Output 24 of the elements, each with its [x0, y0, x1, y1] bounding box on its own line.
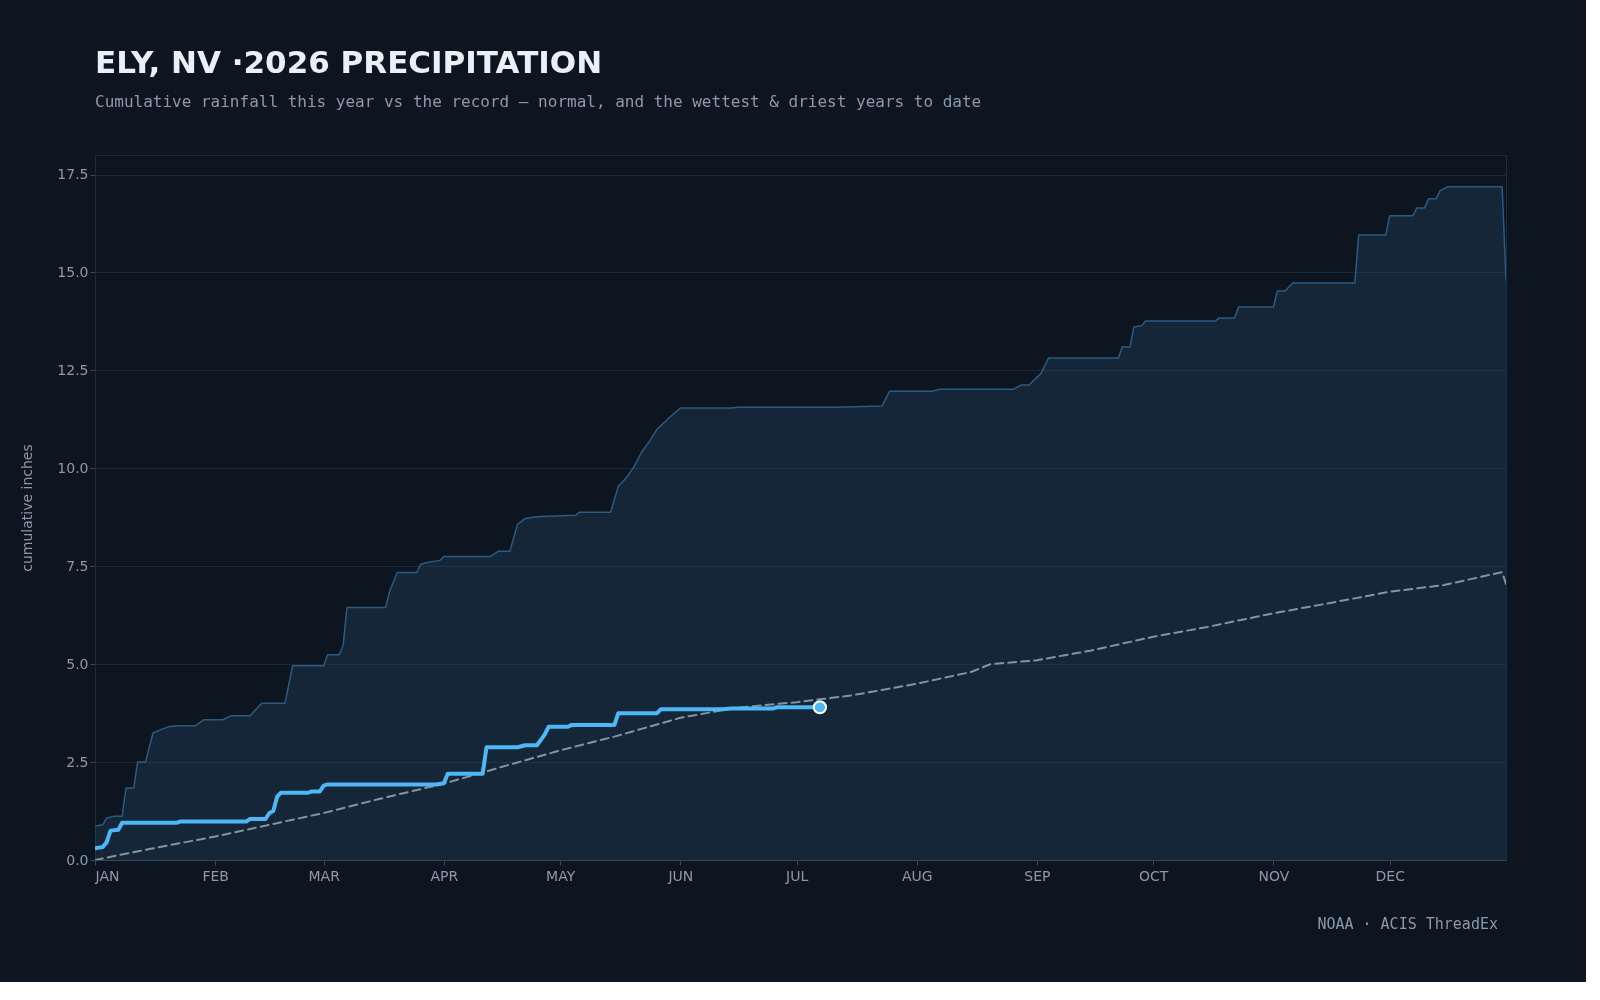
- x-tick-label: JAN: [94, 867, 120, 884]
- x-tick-label: JUL: [785, 867, 809, 884]
- x-tick-label: MAY: [546, 867, 576, 884]
- chart-subtitle: Cumulative rainfall this year vs the record — normal, and the wettest & driest years to date: [95, 92, 982, 111]
- x-tick-label: SEP: [1024, 867, 1051, 884]
- y-tick-label: 17.5: [57, 166, 89, 183]
- chart-title: ELY, NV ·2026 PRECIPITATION: [95, 44, 603, 80]
- x-tick-label: JUN: [667, 867, 694, 884]
- x-tick-label: APR: [430, 867, 459, 884]
- x-tick-label: FEB: [202, 867, 229, 884]
- x-tick-label: AUG: [901, 867, 933, 884]
- text: NOAA · ACIS ThreadEx: [1317, 915, 1498, 933]
- y-axis-title: cumulative inches: [19, 444, 36, 572]
- y-tick-label: 12.5: [57, 361, 89, 378]
- y-tick-label: 0.0: [66, 851, 89, 868]
- y-tick-label: 15.0: [57, 264, 89, 280]
- y-tick-label: 7.5: [66, 557, 89, 574]
- x-tick-label: NOV: [1258, 867, 1290, 884]
- x-tick-label: OCT: [1139, 867, 1169, 884]
- y-tick-label: 5.0: [66, 655, 89, 672]
- y-tick-label: 2.5: [66, 753, 89, 770]
- y-tick-label: 10.0: [57, 459, 89, 476]
- x-tick-label: MAR: [308, 867, 341, 884]
- x-tick-label: DEC: [1375, 867, 1406, 884]
